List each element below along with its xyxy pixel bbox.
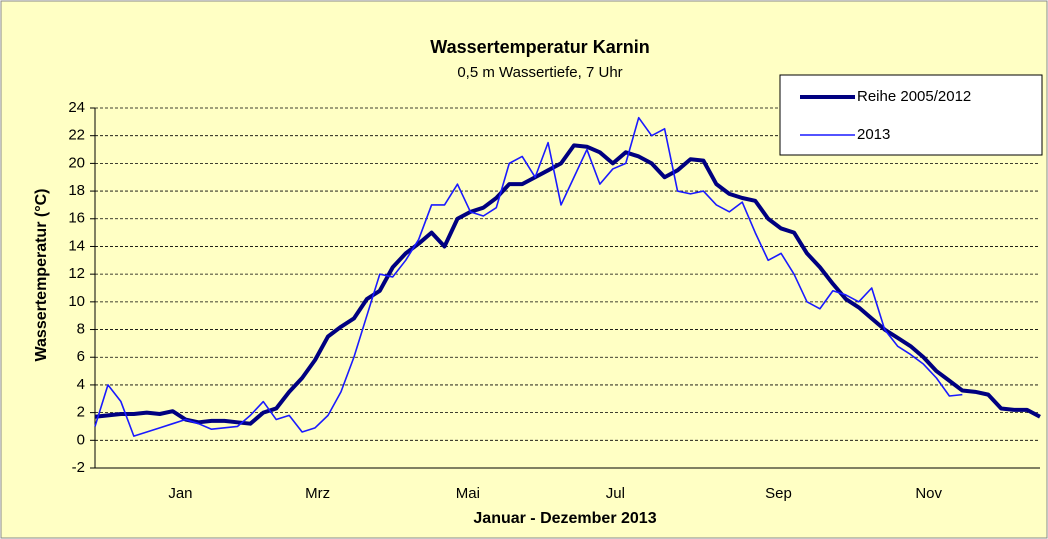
x-tick-label: Nov (915, 485, 942, 502)
x-tick-label: Mai (456, 485, 480, 502)
x-tick-label: Jul (606, 485, 625, 502)
series-line (94, 116, 963, 437)
y-tick-label: 4 (77, 376, 85, 393)
x-axis-label: Januar - Dezember 2013 (473, 510, 656, 527)
y-tick-label: 24 (68, 99, 85, 116)
legend-label: Reihe 2005/2012 (857, 88, 971, 105)
legend-label: 2013 (857, 126, 890, 143)
y-tick-label: 20 (68, 154, 85, 171)
y-tick-label: 22 (68, 127, 85, 144)
x-tick-label: Sep (765, 485, 792, 502)
y-tick-label: 8 (77, 321, 85, 338)
chart-subtitle: 0,5 m Wassertiefe, 7 Uhr (457, 64, 622, 81)
y-tick-label: 0 (77, 431, 85, 448)
legend-box (779, 74, 1043, 156)
x-tick-label: Jan (168, 485, 192, 502)
y-tick-label: 18 (68, 182, 85, 199)
y-tick-label: 16 (68, 210, 85, 227)
y-tick-label: -2 (72, 459, 85, 476)
x-tick-label: Mrz (305, 485, 330, 502)
y-tick-label: 2 (77, 404, 85, 421)
chart-title: Wassertemperatur Karnin (430, 37, 649, 57)
y-tick-label: 12 (68, 265, 85, 282)
series-line (94, 143, 1041, 426)
y-axis-label: Wassertemperatur (°C) (33, 189, 50, 362)
y-tick-label: 10 (68, 293, 85, 310)
y-tick-label: 14 (68, 237, 85, 254)
y-tick-label: 6 (77, 348, 85, 365)
